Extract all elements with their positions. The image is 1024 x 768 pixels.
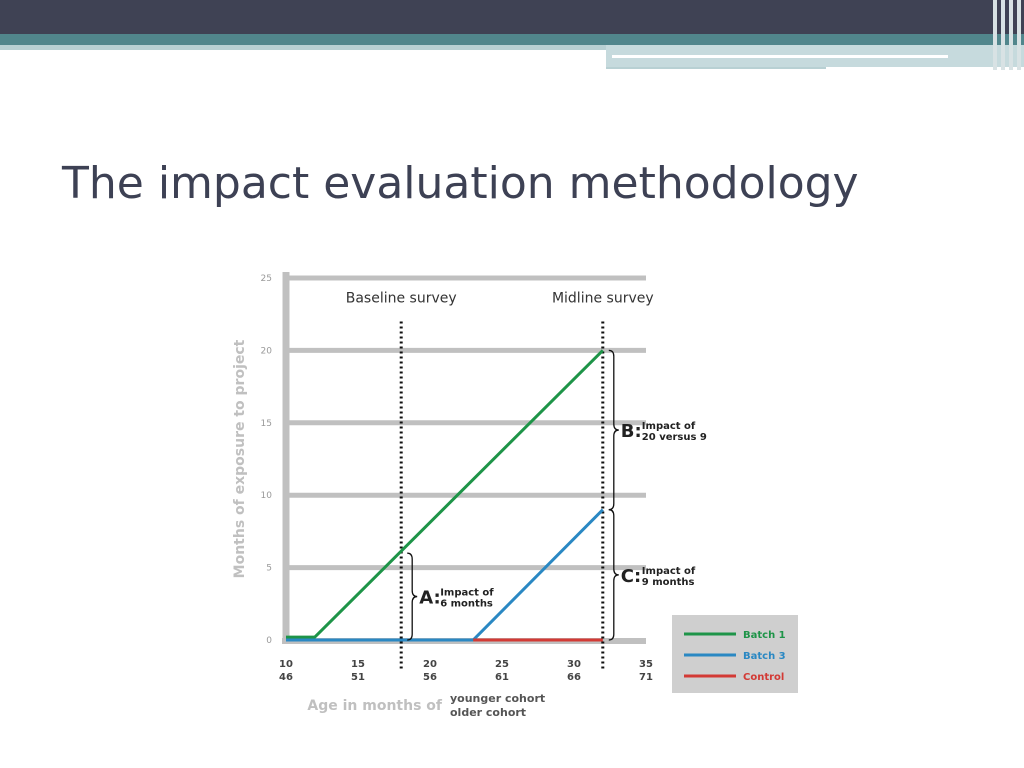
y-tick-label: 10 xyxy=(261,491,273,501)
x-tick-label-older: 66 xyxy=(567,672,581,683)
y-tick-label: 0 xyxy=(266,636,272,646)
impact-text-line1: Impact of xyxy=(440,588,494,599)
x-tick-label-younger: 20 xyxy=(423,659,437,670)
header-stripe-4 xyxy=(1017,0,1021,70)
header-dark-bar xyxy=(0,0,1024,34)
header-stripe-3 xyxy=(1009,0,1013,70)
impact-letter: C: xyxy=(621,566,641,587)
header-teal-band xyxy=(0,34,1024,45)
x-tick-label-older: 46 xyxy=(279,672,293,683)
x-tick-label-younger: 25 xyxy=(495,659,509,670)
y-tick-label: 5 xyxy=(266,564,272,574)
header-stripe-1 xyxy=(993,0,997,70)
x-tick-label-older: 61 xyxy=(495,672,509,683)
impact-letter: A: xyxy=(419,588,440,609)
impact-text-line2: 6 months xyxy=(440,599,493,610)
survey-label: Midline survey xyxy=(552,291,654,307)
y-tick-label: 15 xyxy=(261,419,272,429)
header-light-rule xyxy=(0,45,606,50)
legend-label: Batch 1 xyxy=(743,630,786,641)
impact-text-line2: 20 versus 9 xyxy=(642,432,707,443)
impact-letter: B: xyxy=(621,421,642,442)
slide-title: The impact evaluation methodology xyxy=(62,158,859,209)
x-tick-label-older: 51 xyxy=(351,672,365,683)
y-axis-label: Months of exposure to project xyxy=(232,339,248,578)
x-tick-label-younger: 10 xyxy=(279,659,293,670)
x-axis-label-older: older cohort xyxy=(450,706,526,719)
legend-label: Control xyxy=(743,672,784,683)
impact-text-line1: Impact of xyxy=(642,421,696,432)
impact-brace xyxy=(608,509,619,641)
x-tick-label-younger: 30 xyxy=(567,659,581,670)
y-tick-label: 25 xyxy=(261,274,272,284)
slide-header-decoration xyxy=(0,0,1024,70)
survey-label: Baseline survey xyxy=(346,291,457,307)
impact-text-line1: Impact of xyxy=(642,566,696,577)
x-tick-label-older: 56 xyxy=(423,672,437,683)
series-line-batch-1 xyxy=(286,349,604,639)
x-axis-label-younger: younger cohort xyxy=(450,692,545,705)
header-stripe-2 xyxy=(1001,0,1005,70)
impact-brace xyxy=(608,349,619,511)
header-lower-rule xyxy=(606,67,826,69)
y-tick-label: 20 xyxy=(261,346,273,356)
x-tick-label-younger: 35 xyxy=(639,659,653,670)
x-axis-label: Age in months of xyxy=(307,698,443,714)
x-tick-label-younger: 15 xyxy=(351,659,365,670)
x-tick-label-older: 71 xyxy=(639,672,653,683)
header-white-line xyxy=(612,55,948,58)
legend-label: Batch 3 xyxy=(743,651,786,662)
impact-text-line2: 9 months xyxy=(642,577,695,588)
exposure-chart: 0 5 10 15 20 25 10 46 15 51 20 56 25 61 30 66 35 71 Months… xyxy=(232,272,798,719)
